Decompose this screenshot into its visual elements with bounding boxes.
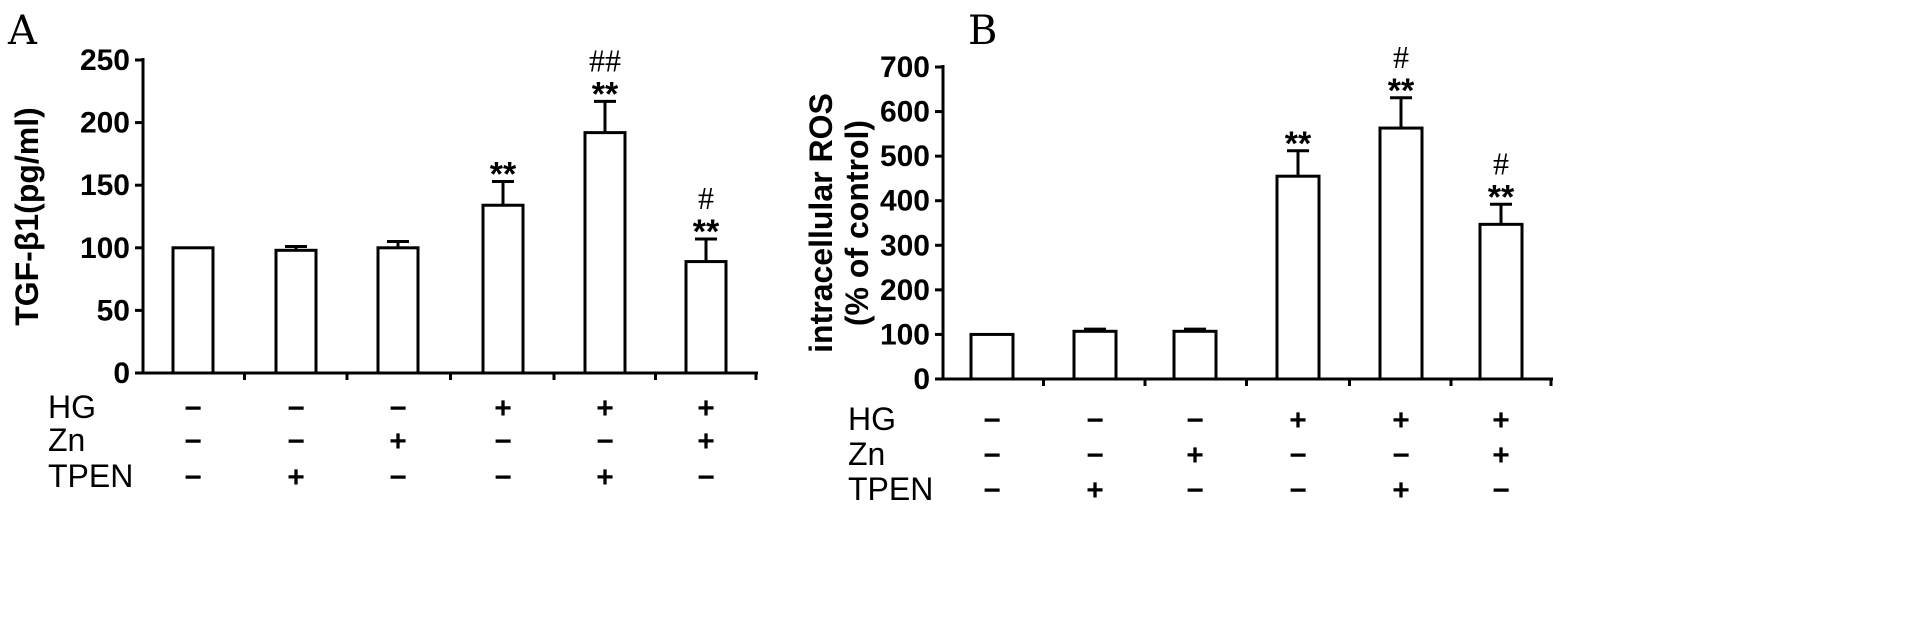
condition-sign-a: + (697, 392, 715, 425)
significance-hash-a-6: # (698, 180, 714, 216)
y-tick-label-b: 300 (880, 229, 930, 262)
condition-sign-b: + (1392, 404, 1410, 437)
y-tick-label-b: 100 (880, 318, 930, 351)
y-tick-label-b: 600 (880, 96, 930, 129)
bar-a-4 (481, 203, 525, 375)
condition-sign-b: + (1492, 439, 1510, 472)
condition-sign-b: − (983, 404, 1001, 437)
y-tick-label-b: 400 (880, 185, 930, 218)
condition-sign-a: − (184, 461, 202, 494)
y-tick-label-a: 250 (80, 44, 130, 77)
condition-sign-a: − (184, 425, 202, 458)
y-axis-title-line: intracellular ROS (803, 93, 839, 353)
y-tick-label-b: 0 (913, 363, 930, 396)
condition-sign-b: − (1289, 439, 1307, 472)
bar-b-1 (969, 332, 1015, 381)
condition-sign-b: − (1186, 474, 1204, 507)
condition-sign-a: − (494, 425, 512, 458)
y-axis-title-line: (% of control) (839, 120, 875, 326)
condition-sign-a: − (389, 392, 407, 425)
condition-sign-b: − (1289, 474, 1307, 507)
condition-sign-b: − (1492, 474, 1510, 507)
significance-hash-b-5: # (1393, 39, 1409, 75)
condition-sign-a: + (287, 461, 305, 494)
y-tick-label-a: 0 (113, 357, 130, 390)
significance-star-a-5: ** (592, 75, 619, 113)
condition-sign-b: + (1392, 474, 1410, 507)
condition-sign-b: − (1392, 439, 1410, 472)
y-tick-label-a: 100 (80, 232, 130, 265)
significance-hash-a-5: ## (589, 42, 621, 78)
condition-sign-a: + (596, 461, 614, 494)
bar-a-1 (171, 246, 215, 375)
bar-b-6 (1478, 222, 1524, 381)
condition-label-a: HG (48, 389, 96, 425)
condition-sign-a: − (389, 461, 407, 494)
panel-letter-b: B (968, 8, 997, 54)
condition-sign-b: + (1086, 474, 1104, 507)
bar-b-4 (1275, 174, 1321, 381)
condition-sign-a: + (389, 425, 407, 458)
condition-sign-a: − (494, 461, 512, 494)
panel-letter-a: A (7, 8, 38, 54)
bar-a-2 (274, 248, 318, 375)
y-tick-label-b: 200 (880, 274, 930, 307)
condition-sign-b: − (1086, 404, 1104, 437)
condition-sign-a: + (697, 425, 715, 458)
condition-sign-a: + (494, 392, 512, 425)
condition-sign-a: + (596, 392, 614, 425)
condition-sign-b: − (1186, 404, 1204, 437)
bar-b-2 (1072, 329, 1118, 381)
condition-sign-b: + (1289, 404, 1307, 437)
y-tick-label-b: 500 (880, 140, 930, 173)
condition-label-a: TPEN (48, 458, 133, 494)
condition-label-a: Zn (48, 422, 85, 458)
condition-sign-b: + (1492, 404, 1510, 437)
y-axis-title-a: TGF-β1(pg/ml) (9, 107, 45, 326)
y-tick-label-a: 50 (97, 294, 130, 327)
condition-label-b: Zn (848, 436, 885, 472)
condition-sign-a: − (287, 392, 305, 425)
condition-sign-a: − (184, 392, 202, 425)
bar-b-5 (1378, 126, 1424, 381)
significance-star-a-6: ** (693, 213, 720, 251)
bar-b-3 (1172, 329, 1218, 381)
bar-a-5 (583, 131, 627, 375)
y-tick-label-b: 700 (880, 51, 930, 84)
condition-sign-b: − (983, 439, 1001, 472)
y-tick-label-a: 200 (80, 107, 130, 140)
bar-a-6 (684, 260, 728, 375)
significance-star-b-4: ** (1285, 125, 1312, 163)
significance-star-b-5: ** (1388, 72, 1415, 110)
bar-a-3 (376, 246, 420, 375)
y-axis-title-b: intracellular ROS (% of control) (803, 93, 875, 353)
condition-sign-b: + (1186, 439, 1204, 472)
condition-sign-a: − (287, 425, 305, 458)
y-tick-label-a: 150 (80, 169, 130, 202)
significance-star-a-4: ** (490, 155, 517, 193)
significance-star-b-6: ** (1488, 178, 1515, 216)
condition-sign-b: − (983, 474, 1001, 507)
y-axis-title-line: TGF-β1(pg/ml) (9, 107, 45, 326)
condition-sign-a: − (596, 425, 614, 458)
condition-sign-a: − (697, 461, 715, 494)
condition-sign-b: − (1086, 439, 1104, 472)
condition-label-b: HG (848, 401, 896, 437)
condition-label-b: TPEN (848, 471, 933, 507)
significance-hash-b-6: # (1493, 145, 1509, 181)
